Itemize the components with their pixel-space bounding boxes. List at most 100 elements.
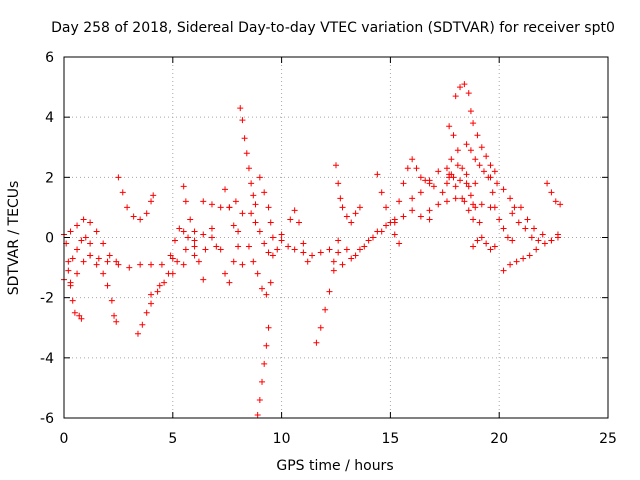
data-point xyxy=(463,180,470,187)
series-arc-x xyxy=(335,228,385,259)
data-point xyxy=(478,201,485,208)
data-point xyxy=(461,198,468,205)
data-point xyxy=(500,186,507,193)
series-arc-g xyxy=(134,243,220,337)
data-point xyxy=(176,225,183,232)
data-point xyxy=(454,147,461,154)
y-tick-label: -2 xyxy=(40,291,54,307)
data-point xyxy=(67,282,74,289)
data-point xyxy=(71,309,78,316)
data-point xyxy=(174,258,181,265)
data-point xyxy=(317,324,324,331)
series-arc-al xyxy=(500,246,540,274)
data-point xyxy=(485,174,492,181)
data-point xyxy=(452,93,459,100)
data-point xyxy=(417,213,424,220)
data-point xyxy=(245,165,252,172)
data-point xyxy=(361,243,368,250)
series-arc-p xyxy=(245,243,274,298)
series-arc-ae xyxy=(448,156,479,187)
data-point xyxy=(278,237,285,244)
series-arc-s xyxy=(278,231,333,259)
data-point xyxy=(265,204,272,211)
series-arc-o xyxy=(248,210,285,259)
data-point xyxy=(383,222,390,229)
data-point xyxy=(426,177,433,184)
data-point xyxy=(74,270,81,277)
data-point xyxy=(200,198,207,205)
data-point xyxy=(378,189,385,196)
series-arc-k xyxy=(200,198,239,211)
data-point xyxy=(169,255,176,262)
series-arc-ad xyxy=(446,171,477,223)
data-point xyxy=(217,246,224,253)
data-point xyxy=(343,246,350,253)
data-point xyxy=(335,249,342,256)
data-point xyxy=(352,210,359,217)
data-point xyxy=(108,297,115,304)
data-point xyxy=(235,243,242,250)
data-point xyxy=(74,246,81,253)
y-tick-label: 2 xyxy=(45,170,54,186)
data-point xyxy=(467,192,474,199)
data-point xyxy=(513,258,520,265)
data-point xyxy=(309,252,316,259)
data-point xyxy=(226,279,233,286)
data-point xyxy=(465,183,472,190)
data-point xyxy=(365,237,372,244)
data-point xyxy=(134,330,141,337)
data-point xyxy=(230,222,237,229)
data-point xyxy=(533,246,540,253)
data-point xyxy=(74,222,81,229)
data-point xyxy=(330,258,337,265)
data-point xyxy=(426,216,433,223)
data-point xyxy=(287,216,294,223)
data-point xyxy=(470,201,477,208)
data-point xyxy=(463,141,470,148)
data-point xyxy=(465,207,472,214)
series-arc-f xyxy=(87,252,176,271)
data-point xyxy=(487,246,494,253)
data-point xyxy=(137,261,144,268)
data-point xyxy=(391,231,398,238)
data-point xyxy=(404,165,411,172)
data-point xyxy=(504,234,511,241)
data-point xyxy=(517,204,524,211)
series-arc-n xyxy=(237,105,259,208)
data-point xyxy=(95,255,102,262)
data-point xyxy=(435,168,442,175)
data-point xyxy=(124,204,131,211)
data-point xyxy=(126,264,133,271)
data-point xyxy=(185,234,192,241)
data-point xyxy=(476,219,483,226)
data-point xyxy=(161,279,168,286)
data-point xyxy=(200,276,207,283)
data-point xyxy=(476,162,483,169)
data-point xyxy=(528,234,535,241)
data-point xyxy=(267,219,274,226)
data-point xyxy=(156,282,163,289)
data-point xyxy=(158,261,165,268)
series-arc-c xyxy=(63,240,85,322)
data-point xyxy=(400,213,407,220)
data-point xyxy=(104,282,111,289)
data-point xyxy=(526,252,533,259)
data-point xyxy=(254,270,261,277)
series-arc-z xyxy=(391,156,437,223)
series-arc-e xyxy=(115,174,157,223)
data-points xyxy=(61,81,564,418)
data-point xyxy=(430,183,437,190)
y-tick-label: -4 xyxy=(40,351,54,367)
data-point xyxy=(443,198,450,205)
data-point xyxy=(180,228,187,235)
data-point xyxy=(396,240,403,247)
data-point xyxy=(322,306,329,313)
data-point xyxy=(143,210,150,217)
data-point xyxy=(191,252,198,259)
data-point xyxy=(167,252,174,259)
data-point xyxy=(191,243,198,250)
data-point xyxy=(148,261,155,268)
series-arc-q xyxy=(254,324,272,418)
data-point xyxy=(213,243,220,250)
data-point xyxy=(478,144,485,151)
